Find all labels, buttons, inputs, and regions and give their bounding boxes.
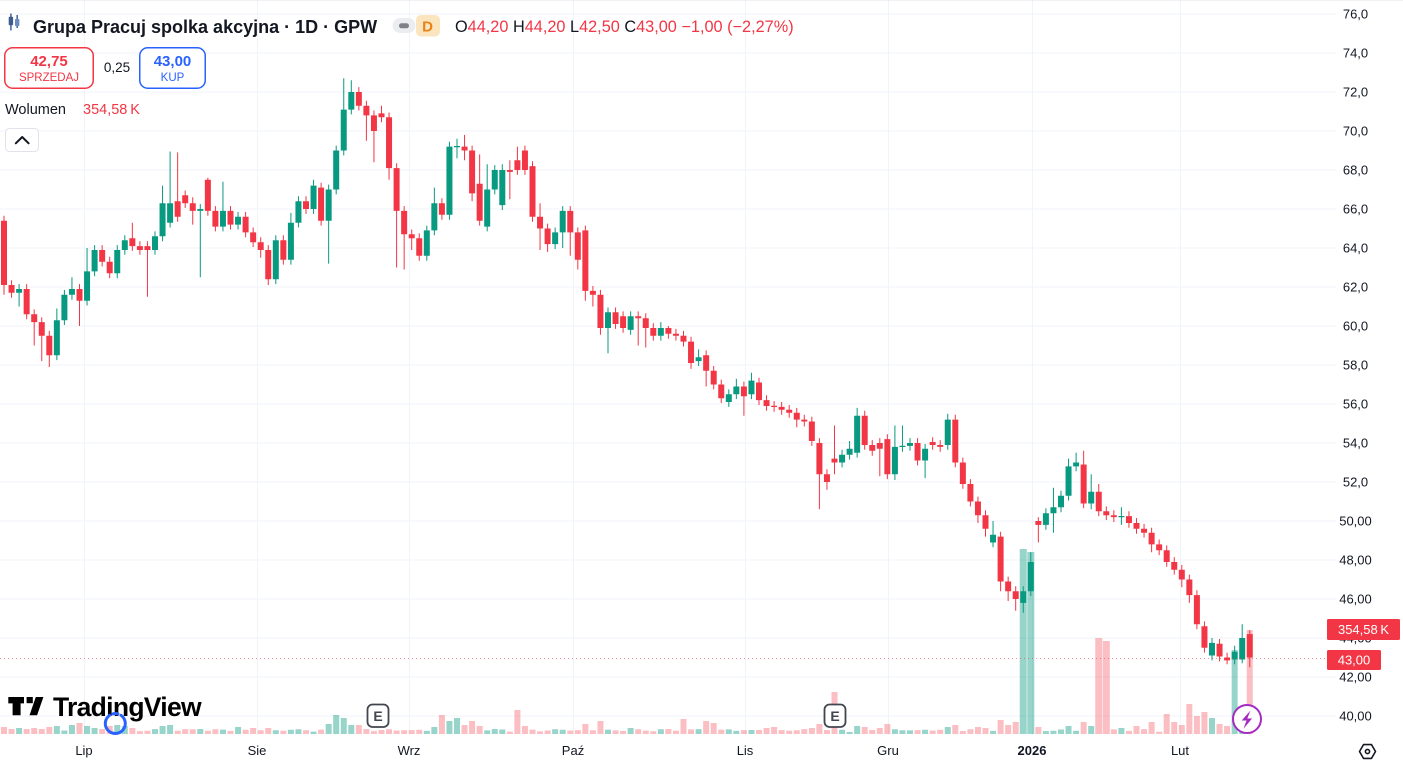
svg-text:Lip: Lip [75,743,92,758]
svg-text:42,00: 42,00 [1339,670,1372,685]
svg-text:D: D [422,19,433,36]
svg-text:E: E [373,708,382,724]
svg-text:60,0: 60,0 [1343,319,1368,334]
svg-text:50,00: 50,00 [1339,514,1372,529]
svg-text:72,0: 72,0 [1343,85,1368,100]
svg-text:66,0: 66,0 [1343,202,1368,217]
svg-text:74,0: 74,0 [1343,46,1368,61]
svg-text:KUP: KUP [161,72,185,84]
svg-text:SPRZEDAJ: SPRZEDAJ [19,72,79,84]
svg-text:43,00: 43,00 [1338,653,1371,668]
svg-text:54,0: 54,0 [1343,436,1368,451]
svg-text:68,0: 68,0 [1343,163,1368,178]
svg-text:43,00: 43,00 [154,53,192,70]
svg-text:40,00: 40,00 [1339,709,1372,724]
svg-text:354,58 K: 354,58 K [1338,622,1389,637]
svg-text:TradingView: TradingView [53,692,202,722]
svg-text:58,0: 58,0 [1343,358,1368,373]
svg-text:Wrz: Wrz [398,743,421,758]
svg-text:Sie: Sie [248,743,267,758]
svg-text:56,0: 56,0 [1343,397,1368,412]
svg-text:76,0: 76,0 [1343,7,1368,22]
svg-text:46,00: 46,00 [1339,592,1372,607]
svg-text:62,0: 62,0 [1343,280,1368,295]
svg-text:70,0: 70,0 [1343,124,1368,139]
svg-text:Lut: Lut [1171,743,1189,758]
svg-text:0,25: 0,25 [104,60,130,75]
svg-text:E: E [830,708,839,724]
svg-text:52,0: 52,0 [1343,475,1368,490]
svg-text:354,58 K: 354,58 K [83,102,140,118]
svg-text:Grupa Pracuj spolka akcyjna ·: Grupa Pracuj spolka akcyjna · 1D · GPW [33,17,377,37]
svg-text:Paź: Paź [562,743,584,758]
svg-text:48,00: 48,00 [1339,553,1372,568]
svg-text:64,0: 64,0 [1343,241,1368,256]
svg-text:O44,20 H44,20 L42,50 C43,00 −1: O44,20 H44,20 L42,50 C43,00 −1,00 (−2,27… [455,18,794,36]
svg-text:2026: 2026 [1018,743,1047,758]
svg-text:Gru: Gru [877,743,899,758]
svg-text:Lis: Lis [737,743,754,758]
svg-text:Wolumen: Wolumen [5,102,66,118]
svg-text:42,75: 42,75 [30,53,68,70]
